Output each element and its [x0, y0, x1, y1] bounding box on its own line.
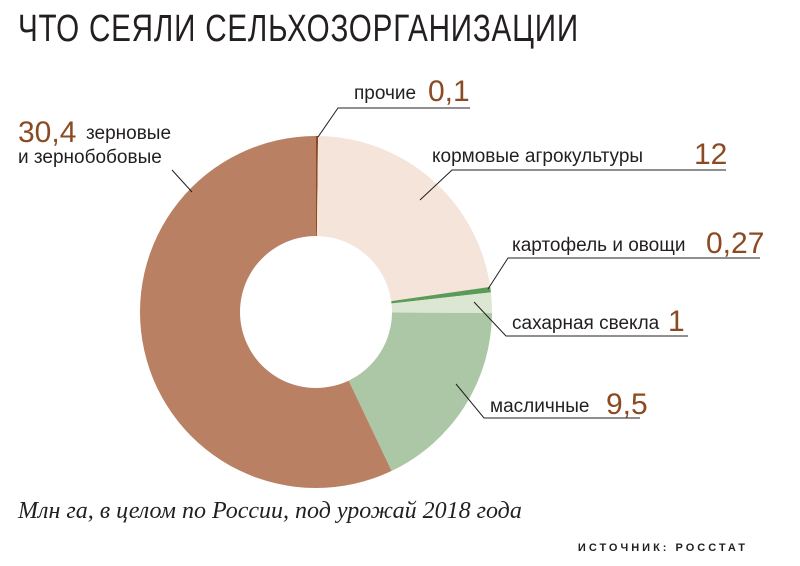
leader-oilseeds: [455, 383, 640, 419]
slice-value-oilseeds: 9,5: [606, 388, 648, 421]
slice-label-fodder: кормовые агрокультуры: [432, 146, 643, 167]
slice-value-fodder: 12: [694, 138, 727, 171]
slice-oilseeds: [348, 312, 492, 471]
chart-title: ЧТО СЕЯЛИ СЕЛЬХОЗОРГАНИЗАЦИИ: [18, 8, 579, 50]
slice-grain: [140, 136, 392, 488]
slice-other: [316, 136, 319, 237]
chart-subtitle: Млн га, в целом по России, под урожай 20…: [18, 498, 522, 524]
slice-fodder: [316, 136, 491, 302]
slice-label-oilseeds: масличные: [490, 396, 589, 417]
slice-potatoes: [391, 286, 491, 304]
leader-fodder: [419, 169, 726, 201]
slice-sugar-beet: [391, 292, 492, 314]
slice-label-potatoes: картофель и овощи: [512, 235, 686, 256]
leader-potatoes: [487, 257, 760, 290]
leader-sugar-beet: [473, 301, 688, 337]
slice-value-grain: 30,4: [18, 116, 76, 149]
slice-label-sugar-beet: сахарная свекла: [512, 313, 660, 334]
leader-other: [317, 107, 470, 138]
slice-label-other: прочие: [354, 83, 416, 104]
slice-value-sugar-beet: 1: [668, 305, 685, 338]
slice-value-potatoes: 0,27: [706, 227, 764, 260]
slice-value-other: 0,1: [428, 75, 470, 108]
slice-label-grain: зерновые и зернобобовые: [18, 123, 176, 168]
leader-grain: [171, 169, 193, 193]
source-note: ИСТОЧНИК: РОССТАТ: [577, 542, 748, 554]
